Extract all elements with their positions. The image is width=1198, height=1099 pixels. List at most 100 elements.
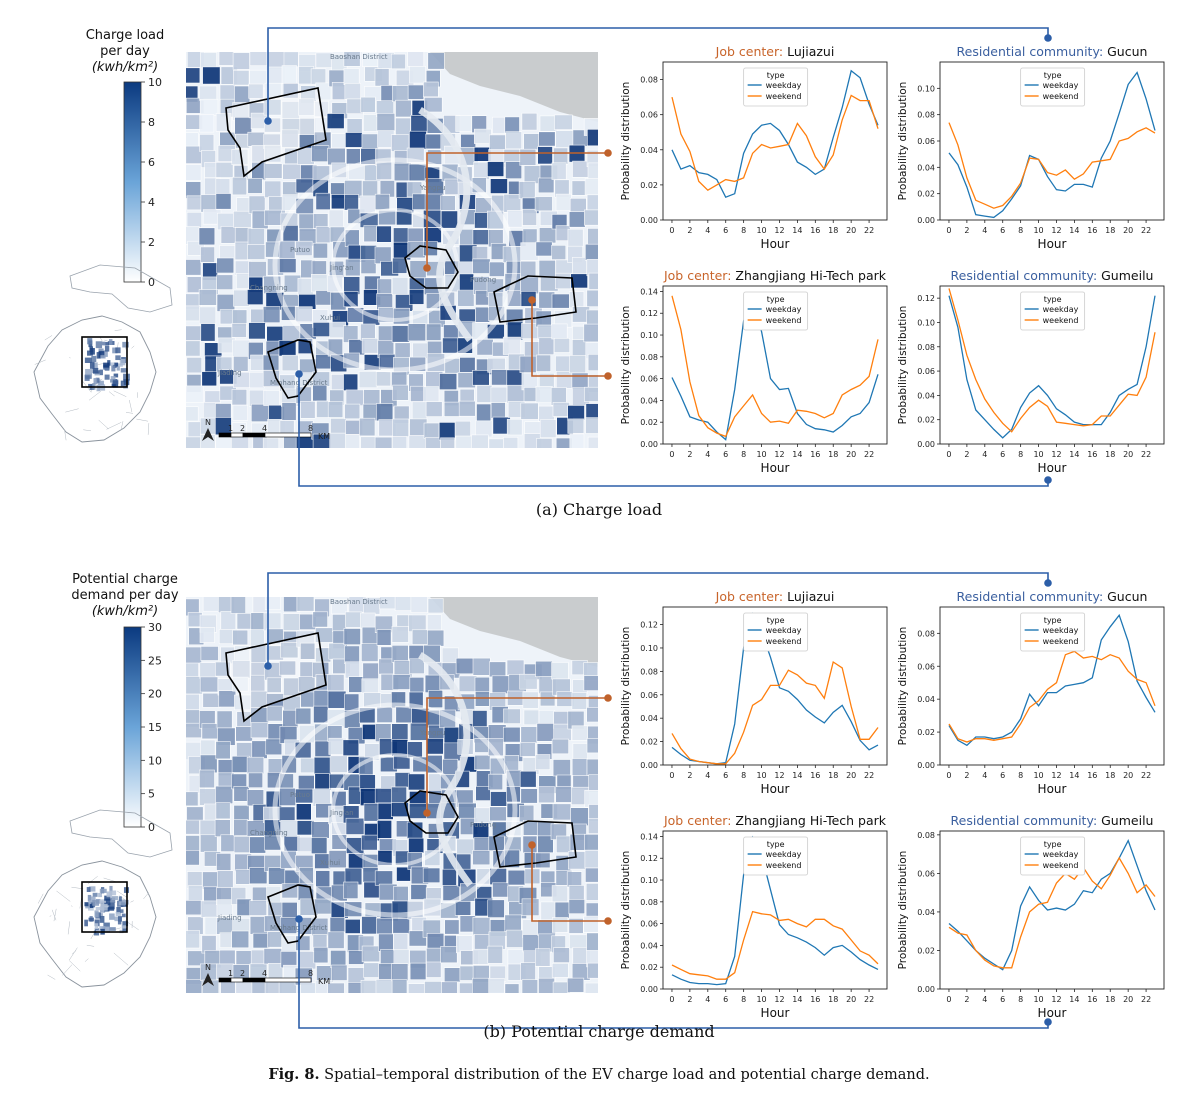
inset-cell xyxy=(94,919,100,927)
map-cell xyxy=(215,785,234,805)
map-cell xyxy=(425,437,441,448)
inset-district-line xyxy=(65,408,79,413)
map-cell xyxy=(361,643,379,662)
map-cell xyxy=(520,726,538,744)
scale-bar-tick-label: 2 xyxy=(240,969,245,978)
map-cell xyxy=(199,662,217,679)
map-cell xyxy=(312,384,328,402)
chart-title: Job center: Lujiazui xyxy=(715,589,835,604)
map-cell xyxy=(474,754,491,770)
x-tick-label: 14 xyxy=(792,771,802,780)
map-cell xyxy=(537,324,553,340)
y-tick-label: 0.14 xyxy=(640,832,658,841)
inner-ring-road xyxy=(331,753,459,867)
series-line-weekday xyxy=(671,69,879,199)
map-cell xyxy=(248,772,263,788)
x-tick-label: 6 xyxy=(1000,226,1005,235)
y-tick-label: 0.06 xyxy=(640,691,658,700)
map-cell xyxy=(281,402,297,421)
map-cell xyxy=(518,804,535,823)
inset-district-line xyxy=(53,908,57,922)
inset-district-line xyxy=(49,915,52,917)
x-tick-label: 22 xyxy=(864,450,874,459)
map-cell xyxy=(457,289,475,307)
y-axis-label: Probability distribution xyxy=(620,82,632,201)
map-cell xyxy=(300,982,317,993)
map-cell xyxy=(199,676,219,693)
map-cell xyxy=(200,834,218,853)
inset-cell xyxy=(99,899,106,903)
map-cell xyxy=(327,982,345,993)
map-cell xyxy=(407,241,426,259)
x-tick-label: 14 xyxy=(1069,226,1079,235)
inset-cell xyxy=(85,368,93,376)
map-cell xyxy=(264,597,281,611)
map-place-label: Jiading xyxy=(217,914,242,922)
colorbar-gradient xyxy=(123,626,142,828)
legend-label-weekend: weekend xyxy=(1043,861,1079,870)
map-cell xyxy=(392,418,410,438)
inset-cell xyxy=(89,902,94,909)
map-cell xyxy=(217,870,234,889)
map-cell xyxy=(553,147,569,165)
x-tick-label: 20 xyxy=(846,450,856,459)
map-cell xyxy=(392,85,409,102)
chart-title-category: Residential community: xyxy=(957,44,1108,59)
y-tick-label: 0.08 xyxy=(640,76,658,85)
map-cell xyxy=(219,949,236,965)
map-cell xyxy=(215,403,232,419)
map-cell xyxy=(186,806,204,822)
inset-cell xyxy=(102,342,109,346)
map-cell xyxy=(438,422,456,441)
line-chart: Residential community: Gumeilu 0.00 0.02 0.… xyxy=(897,268,1165,475)
map-cell xyxy=(571,180,587,196)
map-cell xyxy=(374,436,393,448)
map-cell xyxy=(535,754,551,770)
map-cell xyxy=(519,148,537,166)
inset-district-line xyxy=(130,900,134,903)
map-cell xyxy=(234,85,251,104)
map-cell xyxy=(423,386,440,403)
map-cell xyxy=(199,114,215,133)
map-cell xyxy=(426,738,444,755)
scale-bar-tick-label: 1 xyxy=(228,969,233,978)
map-cell xyxy=(538,786,555,804)
scale-bar-tick-label: 8 xyxy=(308,424,313,433)
map-cell xyxy=(376,706,393,723)
y-tick-label: 0.04 xyxy=(917,695,935,704)
inset-cell xyxy=(99,888,107,893)
map-cell xyxy=(519,355,537,373)
map-cell xyxy=(300,642,316,660)
inset-district-line xyxy=(114,329,122,331)
map-cell xyxy=(298,98,315,116)
map-cell xyxy=(330,194,347,210)
map-cell xyxy=(506,418,523,436)
connector-gucun xyxy=(267,572,1049,666)
x-tick-label: 8 xyxy=(1018,226,1023,235)
map-cell xyxy=(408,435,427,448)
map-cell xyxy=(408,837,425,854)
map-cell xyxy=(376,629,392,646)
x-tick-label: 16 xyxy=(810,450,820,459)
map-cell xyxy=(588,272,598,290)
x-tick-label: 4 xyxy=(705,995,710,1004)
y-tick-label: 0.00 xyxy=(640,440,658,449)
inset-district-line xyxy=(136,418,149,422)
map-cell xyxy=(186,835,200,852)
map-cell xyxy=(233,835,251,853)
inset-cell xyxy=(117,920,122,925)
north-label: N xyxy=(205,963,211,972)
legend-label-weekend: weekend xyxy=(766,92,802,101)
map-cell xyxy=(247,178,263,194)
x-tick-label: 18 xyxy=(1105,450,1115,459)
map-cell xyxy=(502,726,521,743)
inset-cell xyxy=(94,923,99,930)
map-cell xyxy=(584,833,598,851)
map-cell xyxy=(343,68,360,86)
map-cell xyxy=(202,597,221,612)
map-cell xyxy=(473,161,490,180)
y-tick-label: 0.04 xyxy=(640,941,658,950)
map-cell xyxy=(570,807,589,827)
map-cell xyxy=(361,678,379,694)
y-tick-label: 0.08 xyxy=(917,629,935,638)
